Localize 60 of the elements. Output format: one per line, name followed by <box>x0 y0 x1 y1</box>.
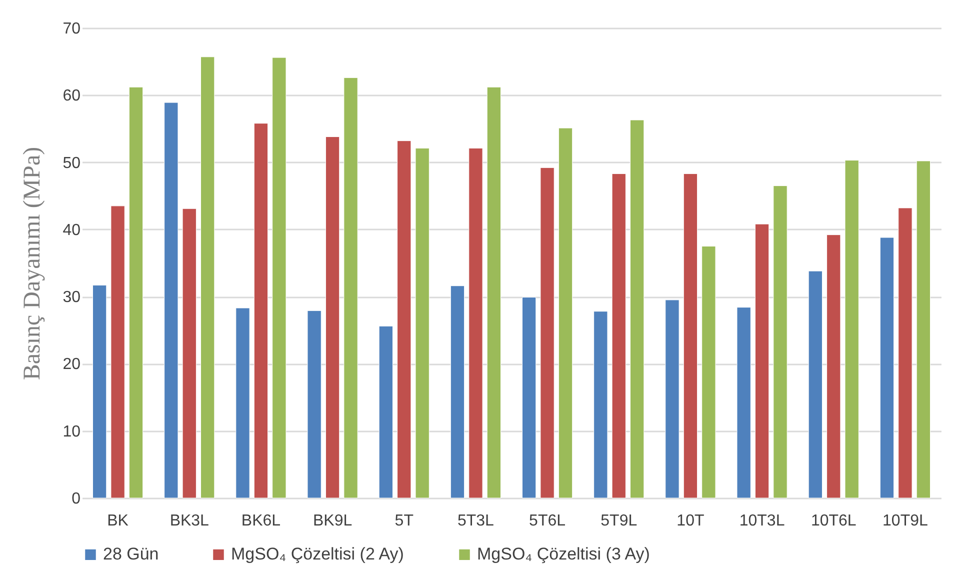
legend-label: MgSO₄ Çözeltisi (2 Ay) <box>231 544 404 564</box>
bar <box>540 167 554 498</box>
y-tick-label: 30 <box>62 289 81 306</box>
y-axis-title: Basınç Dayanımı (MPa) <box>20 146 46 380</box>
bar <box>916 160 931 498</box>
bar <box>754 224 770 498</box>
x-tick-label: 5T <box>394 512 414 530</box>
bar <box>736 307 751 498</box>
bar <box>702 246 716 498</box>
x-tick-label: 10T6L <box>810 512 856 530</box>
y-tick-label: 50 <box>62 154 81 172</box>
bar <box>468 148 483 498</box>
bar <box>486 86 502 498</box>
bar <box>612 173 626 498</box>
bar <box>164 102 178 498</box>
x-tick-label: 10T <box>676 512 704 530</box>
bar <box>378 326 393 498</box>
x-tick-label: BK9L <box>312 512 352 530</box>
bar <box>397 140 412 498</box>
bar <box>200 56 215 498</box>
y-tick-label: 70 <box>62 20 81 38</box>
legend-label: 28 Gün <box>103 544 159 564</box>
y-tick-label: 0 <box>72 490 81 508</box>
bar <box>630 120 644 498</box>
bar <box>665 300 680 498</box>
bar <box>773 186 788 498</box>
bar <box>272 57 286 498</box>
bar <box>254 123 268 498</box>
y-tick-label: 20 <box>62 356 81 374</box>
bar <box>325 136 340 498</box>
bar <box>522 296 536 498</box>
bar <box>110 206 125 498</box>
bar <box>558 128 573 498</box>
y-tick-label: 10 <box>62 423 81 440</box>
x-tick-label: BK6L <box>241 512 281 530</box>
bar <box>415 148 430 498</box>
bar <box>844 160 859 498</box>
bar <box>898 208 912 498</box>
bar <box>594 311 608 498</box>
x-tick-label: 5T6L <box>529 512 566 530</box>
bar <box>450 286 465 498</box>
bar <box>808 270 822 498</box>
y-tick-label: 60 <box>62 88 81 105</box>
bar <box>344 77 358 498</box>
bar <box>683 173 698 498</box>
x-tick-label: BK3L <box>170 512 210 530</box>
bar <box>236 308 250 498</box>
legend-label: MgSO₄ Çözeltisi (3 Ay) <box>477 544 650 564</box>
bar <box>92 284 107 498</box>
x-tick-label: BK <box>107 512 129 530</box>
bar <box>826 234 841 498</box>
y-tick-label: 40 <box>62 222 81 239</box>
bar <box>182 208 196 498</box>
x-tick-label: 5T9L <box>600 512 638 530</box>
bar <box>128 86 144 498</box>
bar <box>307 310 322 498</box>
bar <box>880 237 894 498</box>
x-tick-label: 10T9L <box>882 512 928 530</box>
x-tick-label: 10T3L <box>739 512 785 530</box>
x-tick-label: 5T3L <box>457 512 494 530</box>
